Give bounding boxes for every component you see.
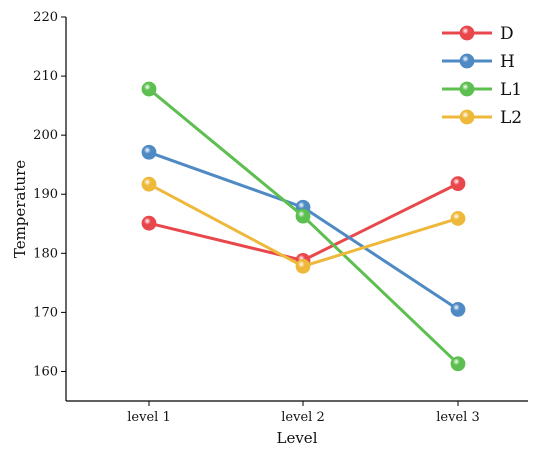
data-point [450, 356, 466, 372]
legend-label: L2 [500, 108, 522, 128]
legend-marker [459, 25, 475, 41]
plot-frame [65, 17, 528, 402]
series-H [141, 144, 466, 317]
y-tick-label: 220 [33, 10, 58, 25]
data-point [141, 81, 157, 97]
data-point [450, 211, 466, 226]
x-axis-title: Level [277, 429, 318, 447]
data-point [295, 208, 311, 224]
data-point [295, 258, 311, 274]
legend-label: L1 [500, 80, 522, 100]
series-L1 [141, 81, 466, 372]
data-point [141, 215, 157, 231]
series-L2 [141, 176, 466, 274]
legend: DH L1 L2 [442, 24, 522, 128]
data-point [141, 144, 157, 160]
x-axis-ticks: level 1 level 2 level 3 [127, 401, 480, 425]
y-tick-label: 200 [33, 128, 58, 143]
data-point [450, 176, 466, 191]
series-line [148, 150, 459, 311]
legend-item: H [442, 52, 515, 72]
y-axis-title: Temperature [11, 160, 29, 258]
legend-label: H [500, 52, 515, 72]
y-tick-label: 160 [33, 364, 58, 379]
y-axis-ticks: 160 170 180 190 200 210 220 [33, 10, 66, 379]
x-tick-label: level 3 [436, 410, 479, 425]
legend-label: D [500, 24, 514, 44]
legend-item: D [442, 24, 514, 44]
legend-marker [459, 109, 475, 125]
legend-item: L2 [442, 108, 522, 128]
legend-item: L1 [442, 80, 522, 100]
y-tick-label: 210 [33, 69, 58, 84]
x-tick-label: level 2 [281, 410, 324, 425]
y-tick-label: 170 [33, 305, 58, 320]
legend-marker [459, 81, 475, 97]
legend-marker [459, 53, 475, 69]
x-tick-label: level 1 [127, 410, 170, 425]
series-layer [141, 81, 466, 372]
data-point [141, 176, 157, 192]
y-tick-label: 180 [33, 246, 58, 261]
y-tick-label: 190 [33, 187, 58, 202]
series-line [148, 87, 460, 365]
data-point [450, 302, 466, 317]
